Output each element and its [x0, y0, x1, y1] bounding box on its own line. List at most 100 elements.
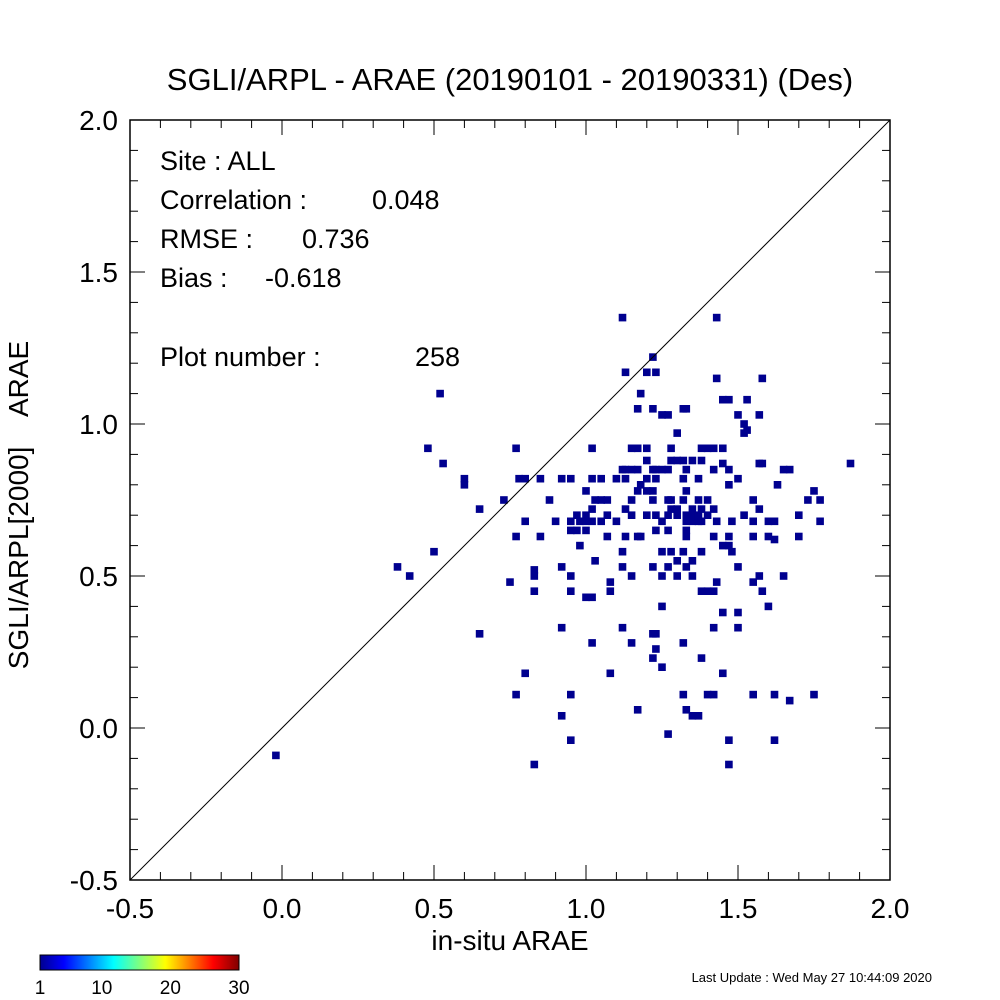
y-tick-label: 0.0 — [79, 713, 118, 744]
bias-value: -0.618 — [265, 263, 342, 293]
data-point — [688, 572, 697, 580]
data-point — [512, 444, 520, 453]
data-point — [703, 496, 712, 504]
data-point — [582, 517, 590, 526]
data-point — [703, 587, 712, 595]
data-point — [816, 517, 824, 526]
data-point — [719, 541, 727, 550]
data-point — [667, 505, 675, 513]
data-point — [712, 374, 721, 383]
data-point — [621, 474, 630, 483]
data-point — [658, 547, 666, 556]
data-point — [652, 526, 660, 535]
data-point — [627, 444, 636, 453]
data-point — [636, 481, 645, 489]
data-point — [582, 487, 590, 495]
data-point — [734, 563, 742, 571]
axis-tick-labels: -0.5 0.0 0.5 1.0 1.5 2.0 -0.5 0.0 0.5 1.0 1.5 2.0 — [70, 105, 910, 924]
data-point — [755, 505, 764, 513]
data-point — [712, 578, 721, 586]
data-point — [582, 511, 590, 519]
data-point — [697, 517, 706, 526]
data-point — [725, 760, 733, 769]
data-point — [749, 690, 757, 699]
data-point — [664, 511, 672, 519]
correlation-value: 0.048 — [372, 185, 440, 215]
data-point — [530, 587, 539, 595]
rmse-label: RMSE : — [160, 224, 253, 254]
data-point — [785, 696, 794, 705]
data-point — [627, 496, 636, 504]
data-point — [749, 517, 757, 526]
data-point — [816, 496, 824, 504]
data-point — [618, 313, 627, 322]
data-point — [743, 395, 751, 404]
data-point — [460, 474, 469, 483]
data-point — [679, 456, 688, 465]
data-point — [694, 712, 703, 720]
data-point — [709, 623, 718, 632]
data-point — [512, 532, 520, 541]
data-point — [536, 474, 545, 483]
data-point — [779, 572, 788, 580]
plot-frame — [129, 119, 891, 881]
data-point — [439, 459, 447, 468]
site-text: Site : ALL — [160, 146, 276, 176]
data-point — [758, 459, 767, 468]
data-point — [557, 563, 566, 571]
x-tick-label: 0.0 — [263, 893, 302, 924]
data-point — [725, 465, 733, 474]
y-axis-label: SGLI/ARPL[2000] ARAE — [3, 341, 34, 669]
data-point — [643, 456, 651, 465]
data-point — [703, 690, 712, 699]
data-point — [658, 465, 666, 474]
data-point — [500, 496, 508, 504]
data-point — [682, 517, 691, 526]
data-point — [643, 511, 651, 519]
data-point — [679, 639, 688, 647]
plot-number-value: 258 — [415, 342, 460, 372]
data-point — [709, 587, 718, 595]
data-point — [755, 572, 764, 580]
data-point — [521, 669, 529, 678]
data-point — [749, 496, 757, 504]
chart-title: SGLI/ARPL - ARAE (20190101 - 20190331) (… — [167, 62, 853, 97]
data-point — [734, 608, 742, 617]
data-point — [636, 389, 645, 398]
data-point — [709, 505, 718, 513]
colorbar-tick-label: 30 — [228, 978, 249, 999]
data-point — [734, 474, 742, 483]
data-point — [515, 474, 523, 483]
data-point — [512, 690, 520, 699]
data-point — [567, 587, 575, 595]
data-point — [709, 444, 718, 453]
data-point — [725, 395, 733, 404]
data-point — [688, 557, 697, 565]
data-point — [682, 405, 691, 413]
data-point — [658, 572, 666, 580]
data-point — [530, 572, 539, 580]
data-point — [679, 474, 688, 483]
data-point — [393, 563, 402, 571]
data-point — [664, 411, 672, 419]
data-point — [627, 572, 636, 580]
data-point — [770, 517, 779, 526]
data-point — [633, 405, 642, 413]
data-point — [719, 608, 727, 617]
data-point — [682, 526, 691, 535]
data-point — [633, 465, 642, 474]
data-point — [667, 496, 675, 504]
data-point — [536, 532, 545, 541]
data-point — [405, 572, 414, 580]
data-point — [567, 690, 575, 699]
data-point — [618, 563, 627, 571]
data-point — [591, 496, 599, 504]
data-point — [694, 496, 703, 504]
data-point — [567, 736, 575, 744]
data-point — [588, 444, 596, 453]
data-point — [749, 578, 757, 586]
data-point — [697, 505, 706, 513]
data-point — [557, 712, 566, 720]
data-point — [697, 444, 706, 453]
data-point — [779, 465, 788, 474]
